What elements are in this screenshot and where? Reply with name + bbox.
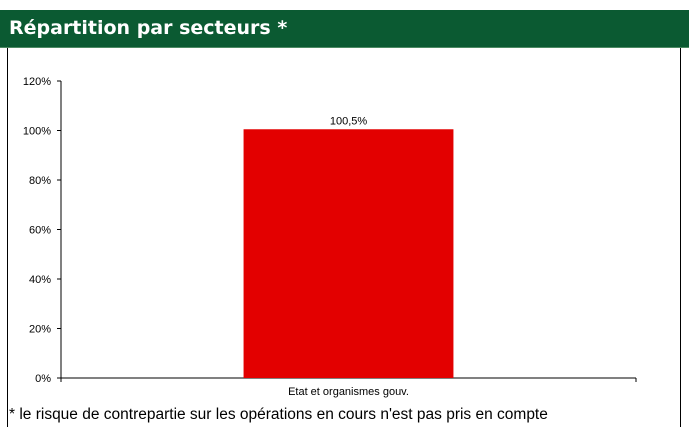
chart-panel xyxy=(7,48,681,427)
bar xyxy=(243,129,454,378)
y-tick-label: 20% xyxy=(29,324,51,336)
y-tick-label: 80% xyxy=(29,175,51,187)
y-tick-label: 0% xyxy=(35,373,51,385)
chart-title: Répartition par secteurs * xyxy=(9,17,288,39)
footnote: * le risque de contrepartie sur les opér… xyxy=(9,406,548,423)
chart-header: Répartition par secteurs * xyxy=(0,10,689,48)
y-tick-label: 120% xyxy=(23,76,51,88)
x-tick-label: Etat et organismes gouv. xyxy=(288,386,409,398)
y-tick-label: 100% xyxy=(23,126,51,138)
y-tick-label: 40% xyxy=(29,274,51,286)
bar-value-label: 100,5% xyxy=(330,115,368,127)
y-tick-label: 60% xyxy=(29,225,51,237)
